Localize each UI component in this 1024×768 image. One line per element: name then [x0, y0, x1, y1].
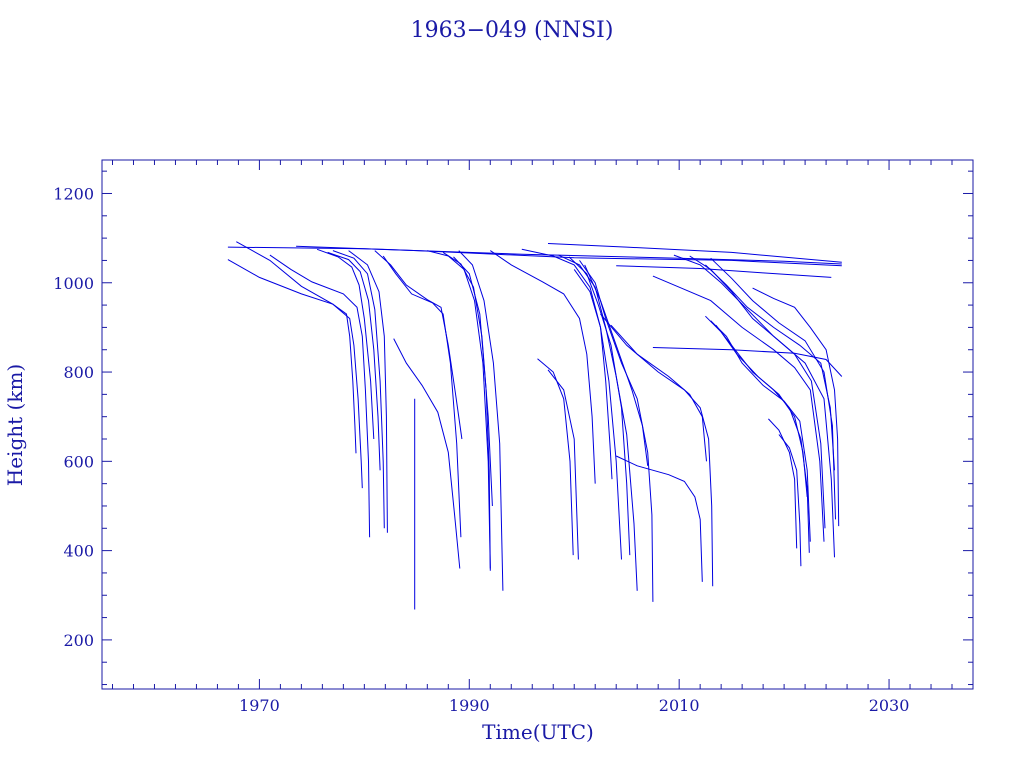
- series-line-39: [705, 315, 808, 498]
- y-tick-labels: 200 400 600 800 1000 1200: [53, 184, 94, 649]
- series-line-13: [374, 250, 463, 440]
- series-line-2: [296, 245, 842, 267]
- x-axis-label: Time(UTC): [482, 720, 594, 744]
- series-line-27: [579, 260, 654, 602]
- series-line-5: [652, 347, 843, 377]
- series-line-29: [573, 269, 613, 480]
- series-line-20: [453, 256, 491, 571]
- x-tick-label: 1990: [449, 696, 490, 715]
- y-tick-label: 1200: [53, 184, 94, 203]
- series-line-34: [673, 254, 826, 529]
- series-line-4: [616, 265, 832, 278]
- series-line-24: [547, 369, 579, 560]
- series-line-32: [610, 324, 707, 462]
- y-tick-label: 400: [63, 542, 94, 561]
- series-line-23: [537, 358, 574, 556]
- chart-title: 1963−049 (NNSI): [411, 18, 614, 43]
- series-line-28: [584, 264, 649, 466]
- y-tick-label: 200: [63, 631, 94, 650]
- series-line-31: [600, 313, 714, 587]
- series-line-8: [269, 254, 371, 538]
- y-tick-label: 800: [63, 363, 94, 382]
- series-line-33: [652, 275, 825, 542]
- x-tick-label: 2010: [659, 696, 700, 715]
- y-tick-label: 1000: [53, 274, 94, 293]
- series-line-26: [568, 256, 631, 556]
- y-tick-label: 600: [63, 452, 94, 471]
- series-line-15: [393, 338, 461, 569]
- series-line-11: [332, 250, 385, 529]
- series-line-7: [236, 241, 363, 489]
- series-line-1: [227, 246, 842, 265]
- series-line-30: [615, 455, 703, 582]
- series-line-40: [710, 320, 811, 542]
- series-line-10: [327, 251, 381, 471]
- series-line-37: [705, 264, 835, 471]
- x-tick-label: 2030: [869, 696, 910, 715]
- x-tick-label: 1970: [239, 696, 280, 715]
- series-line-12: [348, 250, 388, 533]
- series-line-3: [547, 243, 842, 263]
- series-line-9: [316, 248, 375, 440]
- series-group: [227, 241, 843, 610]
- series-line-6: [227, 259, 357, 454]
- series-line-22: [521, 248, 622, 560]
- axis-ticks: [102, 160, 974, 689]
- series-line-42: [768, 418, 798, 549]
- x-tick-labels: 1970 1990 2010 2030: [239, 696, 909, 715]
- series-line-43: [778, 434, 802, 567]
- series-line-38: [752, 287, 840, 527]
- series-line-41: [715, 324, 810, 553]
- series-line-21: [490, 250, 596, 484]
- series-line-25: [558, 254, 638, 591]
- series-line-19: [458, 250, 504, 591]
- series-line-14: [382, 255, 462, 538]
- plot-frame: [101, 159, 974, 690]
- y-axis-label: Height (km): [3, 364, 27, 486]
